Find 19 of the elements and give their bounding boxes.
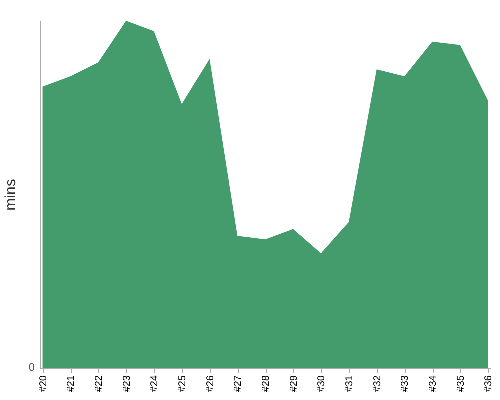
x-tick-label: #28 bbox=[261, 375, 272, 392]
x-tick-label: #26 bbox=[205, 375, 216, 392]
x-tick-label: #29 bbox=[288, 375, 300, 392]
x-tick-label: #36 bbox=[484, 375, 495, 392]
x-tick-label: #30 bbox=[316, 375, 328, 392]
x-tick-label: #24 bbox=[150, 375, 161, 392]
x-tick-label: #23 bbox=[122, 375, 133, 392]
x-tick-label: #33 bbox=[400, 375, 412, 392]
x-tick-label: #31 bbox=[344, 375, 356, 392]
text: 0 bbox=[28, 362, 35, 374]
x-tick-label: #20 bbox=[38, 375, 50, 392]
x-tick-label: #21 bbox=[66, 375, 78, 392]
x-tick-label: #22 bbox=[94, 375, 105, 392]
x-tick-label: #35 bbox=[456, 375, 467, 392]
x-tick-label: #25 bbox=[177, 375, 188, 392]
x-tick-label: #34 bbox=[428, 375, 440, 392]
y-axis-title: mins bbox=[2, 179, 20, 211]
x-tick-label: #32 bbox=[372, 375, 384, 392]
x-tick-label: #27 bbox=[233, 375, 244, 392]
